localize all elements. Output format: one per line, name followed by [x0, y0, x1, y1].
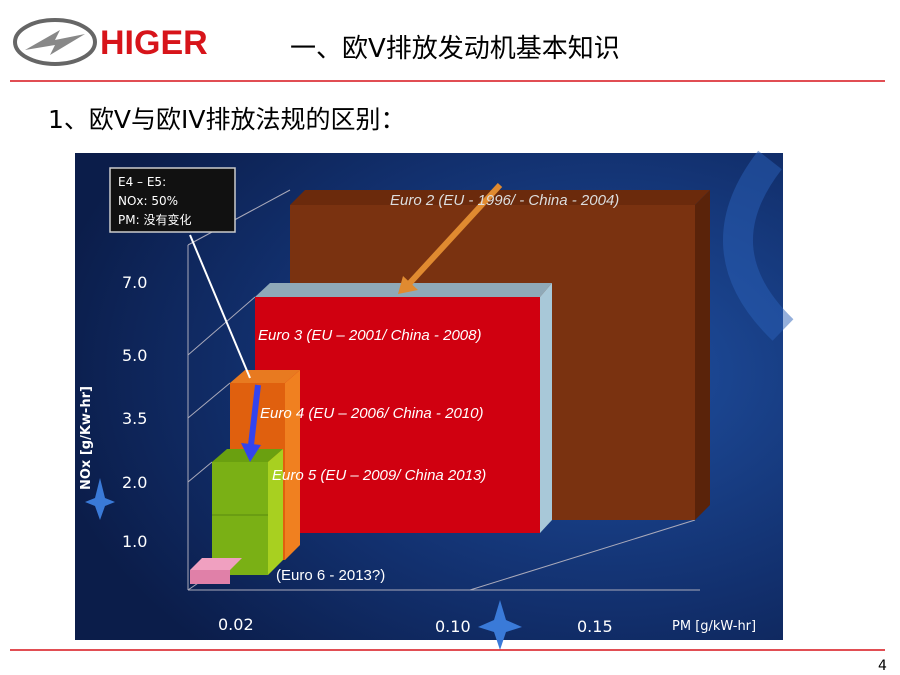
- x-axis-label: PM [g/kW-hr]: [672, 619, 756, 634]
- y-tick-label: 3.5: [122, 409, 147, 428]
- callout-text: NOx: 50%: [118, 194, 178, 208]
- callout-text: PM: 没有变化: [118, 212, 191, 227]
- box-side: [285, 370, 300, 560]
- callout-box: [109, 167, 236, 233]
- subtitle: 1、欧V与欧IV排放法规的区别：: [48, 105, 405, 134]
- figure: E4 – E5: NOx: 50% PM: 没有变化 Euro 2 (EU - …: [75, 150, 794, 650]
- series-label: Euro 5 (EU – 2009/ China 2013): [272, 467, 486, 484]
- series-label: (Euro 6 - 2013?): [276, 567, 385, 584]
- box-euro6: [190, 570, 230, 584]
- box-euro5: [212, 462, 268, 575]
- star: [85, 478, 115, 520]
- callout-text: E4 – E5:: [118, 175, 166, 189]
- callout: E4 – E5: NOx: 50% PM: 没有变化: [118, 175, 191, 227]
- x-tick-label: 0.15: [577, 617, 613, 636]
- y-tick-label: 5.0: [122, 346, 147, 365]
- box-top: [190, 558, 242, 570]
- arrowhead: [241, 443, 261, 462]
- y-tick-label: 7.0: [122, 273, 147, 292]
- y-tick-label: 1.0: [122, 532, 147, 551]
- box-top: [290, 190, 710, 205]
- page-number: 4: [878, 658, 887, 674]
- series-label: Euro 4 (EU – 2006/ China - 2010): [260, 405, 483, 422]
- arrow: [248, 384, 261, 446]
- arrow: [405, 182, 503, 288]
- x-tick-label: 0.02: [218, 615, 254, 634]
- arrowhead: [398, 276, 418, 294]
- box-side: [540, 283, 552, 533]
- series-label: Euro 3 (EU – 2001/ China - 2008): [258, 327, 481, 344]
- star: [478, 600, 522, 650]
- box-side: [268, 449, 283, 575]
- series-label: Euro 2 (EU - 1996/ - China - 2004): [390, 192, 619, 209]
- logo-mark: [13, 18, 97, 66]
- title: 一、欧V排放发动机基本知识: [290, 34, 620, 64]
- y-axis-label: NOx [g/Kw-hr]: [79, 386, 94, 490]
- y-tick-label: 2.0: [122, 473, 147, 492]
- decoration: [723, 150, 794, 341]
- pointer: [189, 234, 251, 379]
- logo-mark: [25, 30, 85, 55]
- logo-text: HIGER: [100, 24, 208, 62]
- box-side: [695, 190, 710, 520]
- x-tick-label: 0.10: [435, 617, 471, 636]
- box-euro3: [255, 297, 540, 533]
